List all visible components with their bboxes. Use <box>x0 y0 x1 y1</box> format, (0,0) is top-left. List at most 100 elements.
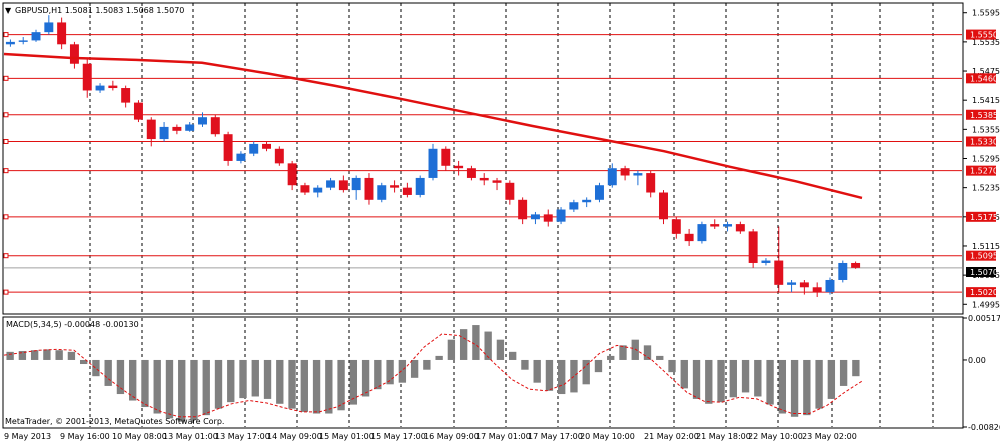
candle-body <box>620 168 630 176</box>
price-tick-label: 1.5355 <box>972 125 1000 134</box>
price-tick-label: 1.4995 <box>972 300 1000 309</box>
candle-body <box>723 224 733 227</box>
time-label: 17 May 17:00 <box>528 432 583 441</box>
time-label: 21 May 18:00 <box>696 432 751 441</box>
candle-body <box>441 148 451 166</box>
time-label: 14 May 09:00 <box>267 432 322 441</box>
macd-bar <box>410 359 419 378</box>
candle-body <box>543 214 553 222</box>
candle-body <box>185 124 195 131</box>
time-axis: 9 May 2013 9 May 16:00 10 May 08:0013 May … <box>4 432 857 441</box>
macd-bar <box>300 359 308 412</box>
price-axis: 1.5595 1.5535 1.5475 1.5415 1.5355 1.5295 1.52… <box>963 9 1000 309</box>
macd-bar <box>741 359 750 393</box>
macd-tick-label: 0.00 <box>968 356 986 365</box>
macd-bar <box>276 359 284 404</box>
candle-body <box>594 185 604 200</box>
macd-signal-line <box>3 333 863 418</box>
macd-bar <box>214 359 223 409</box>
candle-body <box>338 180 348 191</box>
macd-bar <box>361 359 370 397</box>
macd-bar <box>178 359 186 422</box>
macd-bar <box>6 351 14 360</box>
macd-bar <box>435 355 443 360</box>
macd-bar <box>202 359 210 416</box>
candle-body <box>479 177 489 181</box>
macd-bar <box>447 339 456 360</box>
candle-body <box>402 187 412 195</box>
symbol-header: GBPUSD,H1 1.5081 1.5083 1.5068 1.5070 <box>15 6 184 15</box>
candle-body <box>5 41 15 45</box>
level-handle[interactable] <box>3 138 9 144</box>
level-label: 1.5020 <box>970 288 998 297</box>
level-label-box <box>966 136 996 147</box>
macd-bar <box>754 359 762 397</box>
candle-body <box>198 117 207 125</box>
candle-body <box>569 202 579 210</box>
macd-bar <box>729 359 737 398</box>
candle-body <box>774 260 784 285</box>
current-price-label: 1.5070 <box>970 268 998 277</box>
candle-body <box>274 148 284 164</box>
level-label: 1.5385 <box>970 111 998 120</box>
level-handle[interactable] <box>3 75 9 81</box>
level-handle[interactable] <box>3 32 9 38</box>
level-handle[interactable] <box>3 289 9 295</box>
time-label: 22 May 10:00 <box>748 432 803 441</box>
level-label: 1.5460 <box>970 74 998 83</box>
candle-body <box>121 88 131 103</box>
macd-tick-label: 0.00517 <box>968 314 1000 323</box>
macd-bar <box>790 359 799 417</box>
price-tick-label: 1.5475 <box>972 67 1000 76</box>
macd-bar <box>43 349 51 360</box>
macd-bar <box>839 359 848 386</box>
candle-body <box>82 63 92 91</box>
macd-bar <box>227 359 235 403</box>
macd-bar <box>717 359 725 403</box>
candle-body <box>659 192 668 220</box>
macd-histogram <box>6 325 860 422</box>
time-label: 17 May 01:00 <box>476 432 531 441</box>
level-label-box <box>966 165 996 176</box>
candle-body <box>300 185 310 193</box>
level-label: 1.5175 <box>970 213 998 222</box>
time-label: 23 May 02:00 <box>802 432 857 441</box>
current-price-box <box>966 267 996 277</box>
macd-bar <box>472 325 480 360</box>
candle-body <box>133 102 143 120</box>
level-handle[interactable] <box>3 214 9 220</box>
candle-body <box>505 182 515 200</box>
candle-body <box>415 177 425 195</box>
macd-bar <box>129 359 137 401</box>
level-handle[interactable] <box>3 253 9 259</box>
candle-body <box>799 282 809 288</box>
candle-body <box>556 209 566 222</box>
macd-bar <box>263 359 272 399</box>
candle-body <box>454 165 464 169</box>
candle-body <box>466 168 476 178</box>
macd-bar <box>18 351 27 360</box>
macd-bar <box>533 359 541 383</box>
copyright-text: MetaTrader, © 2001-2013, MetaQuotes Soft… <box>5 417 224 426</box>
macd-bar <box>92 359 100 377</box>
macd-bar <box>668 359 676 373</box>
macd-bar <box>496 339 505 360</box>
candles-series <box>5 15 861 297</box>
macd-bar <box>484 331 492 360</box>
macd-bar <box>582 359 590 385</box>
candle-body <box>787 282 797 285</box>
candle-body <box>607 168 617 186</box>
level-label-box <box>966 287 996 298</box>
macd-panel-frame <box>2 316 964 429</box>
level-handle[interactable] <box>3 112 9 118</box>
dropdown-arrow-icon[interactable]: ▼ <box>5 6 12 15</box>
time-label: 21 May 02:00 <box>644 432 699 441</box>
level-label: 1.5270 <box>970 167 998 176</box>
level-handle[interactable] <box>3 168 9 174</box>
level-label-box <box>966 250 996 261</box>
current-price-marker: 1.5070 <box>966 267 998 277</box>
price-tick-label: 1.5235 <box>972 184 1000 193</box>
macd-bar <box>803 359 811 416</box>
candle-body <box>18 40 28 42</box>
